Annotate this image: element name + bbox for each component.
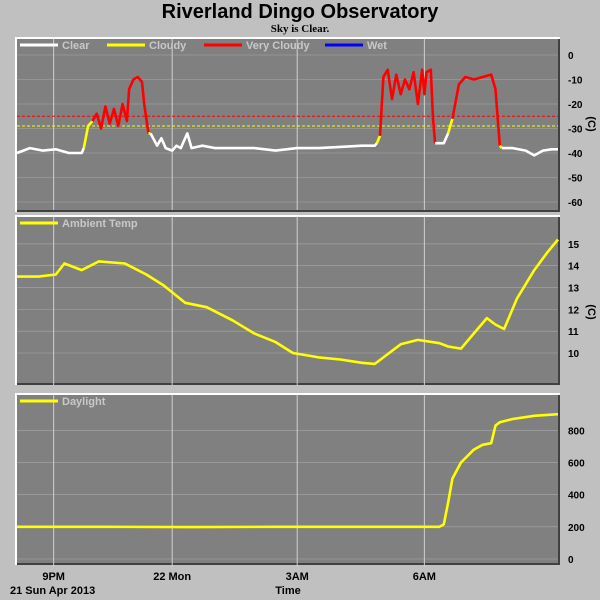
panel-sky-temperature: Clear Cloudy Very Cloudy Wet 0 -10 -20 -30 -40 -… xyxy=(15,37,597,212)
x-axis-title: Time xyxy=(275,585,300,597)
panel-sky-grid xyxy=(17,39,558,210)
panel-daylight-legend: Daylight xyxy=(20,396,106,408)
series-line xyxy=(446,118,454,134)
panel-sky-background xyxy=(17,39,558,210)
panel-sky-legend: Clear Cloudy Very Cloudy Wet xyxy=(20,40,387,52)
x-tick-label: 9PM xyxy=(42,571,65,583)
y-tick-label: 800 xyxy=(568,426,585,437)
series-line xyxy=(17,412,559,529)
series-line xyxy=(91,75,150,134)
y-tick-label: 10 xyxy=(568,349,580,360)
y-tick-label: 13 xyxy=(568,284,580,295)
series-line xyxy=(16,146,85,155)
legend-label: Daylight xyxy=(62,396,106,408)
panel-sky-series xyxy=(16,68,558,157)
chart-title: Riverland Dingo Observatory xyxy=(161,1,439,23)
series-line xyxy=(82,120,94,149)
panel-sky-unit-label: (C) xyxy=(585,116,597,132)
panel-ambient-temperature: Ambient Temp 10 11 12 13 14 15 (C) xyxy=(15,215,597,385)
y-tick-label: 400 xyxy=(568,491,585,502)
y-tick-label: -40 xyxy=(568,149,583,160)
y-tick-label: -10 xyxy=(568,76,583,87)
y-tick-label: 11 xyxy=(568,327,579,338)
series-line xyxy=(498,144,503,149)
series-line xyxy=(149,132,378,152)
x-tick-label: 6AM xyxy=(413,571,436,583)
panel-ambient-unit-label: (C) xyxy=(585,304,597,320)
x-axis-date-label: 21 Sun Apr 2013 xyxy=(10,585,95,597)
panel-ambient-series xyxy=(17,238,560,366)
legend-label: Ambient Temp xyxy=(62,218,138,230)
panel-daylight-series xyxy=(17,412,559,529)
y-tick-label: -50 xyxy=(568,174,583,185)
y-tick-label: -60 xyxy=(568,198,583,209)
y-tick-label: -30 xyxy=(568,125,583,136)
x-axis-ticks: 9PM 22 Mon 3AM 6AM xyxy=(42,571,436,583)
y-tick-label: 15 xyxy=(568,240,580,251)
panel-daylight-background xyxy=(17,395,558,563)
series-line xyxy=(378,68,437,144)
y-tick-label: 14 xyxy=(568,262,580,273)
series-line xyxy=(375,135,382,144)
panel-daylight-grid xyxy=(17,395,558,567)
y-tick-label: 200 xyxy=(568,523,585,534)
panel-ambient-grid xyxy=(17,217,558,385)
series-line xyxy=(451,73,502,146)
y-tick-label: 12 xyxy=(568,305,580,316)
x-tick-label: 3AM xyxy=(286,571,309,583)
y-tick-label: 0 xyxy=(568,51,574,62)
legend-label: Wet xyxy=(367,40,387,52)
series-line xyxy=(502,146,558,157)
panel-daylight-yticks: 0 200 400 600 800 xyxy=(568,426,585,566)
y-tick-label: 600 xyxy=(568,458,585,469)
legend-label: Clear xyxy=(62,40,90,52)
legend-label: Very Cloudy xyxy=(246,40,310,52)
series-line xyxy=(435,132,450,145)
y-tick-label: -20 xyxy=(568,100,583,111)
series-line xyxy=(17,238,560,366)
panel-ambient-yticks: 10 11 12 13 14 15 xyxy=(568,240,580,360)
chart-subtitle: Sky is Clear. xyxy=(270,23,330,35)
panel-ambient-legend: Ambient Temp xyxy=(20,218,138,230)
panel-ambient-background xyxy=(17,217,558,383)
legend-label: Cloudy xyxy=(149,40,187,52)
y-tick-label: 0 xyxy=(568,555,574,566)
panel-daylight: Daylight 0 200 400 600 800 xyxy=(15,393,585,567)
panel-sky-yticks: 0 -10 -20 -30 -40 -50 -60 xyxy=(568,51,583,209)
x-tick-label: 22 Mon xyxy=(153,571,191,583)
